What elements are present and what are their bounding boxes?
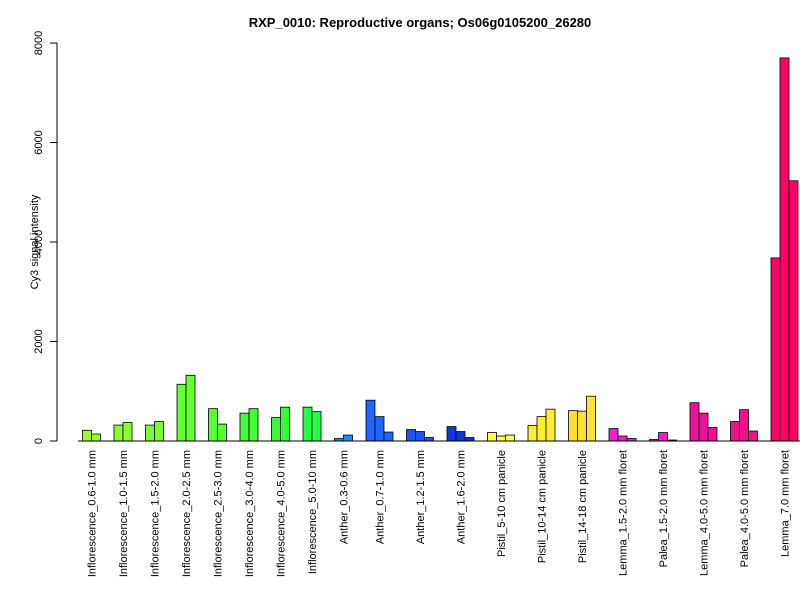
x-category-label: Lemma_1.5-2.0 mm floret xyxy=(618,450,630,576)
bar xyxy=(375,417,384,441)
y-tick-label: 6000 xyxy=(33,130,45,154)
x-category-label: Pistil_10-14 cm panicle xyxy=(537,450,549,563)
bar xyxy=(114,425,123,441)
y-tick-label: 0 xyxy=(33,438,45,444)
x-category-label: Anther_1.6-2.0 mm xyxy=(456,450,468,544)
x-category-label: Palea_1.5-2.0 mm floret xyxy=(658,450,670,567)
bar xyxy=(780,58,789,441)
bar xyxy=(123,423,132,441)
bar xyxy=(186,375,195,441)
bar xyxy=(456,432,465,441)
bar xyxy=(537,417,546,441)
bar xyxy=(488,433,497,441)
bar xyxy=(272,418,281,441)
x-category-label: Inflorescence_1.0-1.5 mm xyxy=(118,450,130,577)
bar xyxy=(618,436,627,441)
bar xyxy=(281,407,290,441)
x-category-label: Anther_0.3-0.6 mm xyxy=(339,450,351,544)
bar xyxy=(609,429,618,441)
bar xyxy=(92,434,101,441)
bar xyxy=(771,258,780,441)
x-category-label: Inflorescence_2.5-3.0 mm xyxy=(213,450,225,577)
bar xyxy=(303,407,312,441)
x-category-label: Inflorescence_0.6-1.0 mm xyxy=(87,450,99,577)
y-tick-label: 4000 xyxy=(33,230,45,254)
bars xyxy=(78,58,800,441)
bar xyxy=(749,431,758,441)
bar xyxy=(240,413,249,441)
x-category-label: Pistil_14-18 cm panicle xyxy=(577,450,589,563)
y-tick-label: 8000 xyxy=(33,31,45,55)
x-category-label: Lemma_7.0 mm floret xyxy=(780,450,792,557)
bar xyxy=(789,181,798,441)
bar xyxy=(209,409,218,441)
x-category-label: Inflorescence_5.0-10 mm xyxy=(307,450,319,574)
bar xyxy=(249,409,258,441)
bar xyxy=(708,428,717,441)
bar xyxy=(659,433,668,441)
bar xyxy=(177,384,186,441)
x-category-label: Palea_4.0-5.0 mm floret xyxy=(739,450,751,567)
x-category-label: Anther_1.2-1.5 mm xyxy=(415,450,427,544)
bar xyxy=(407,430,416,441)
bar xyxy=(312,412,321,441)
x-category-label: Inflorescence_3.0-4.0 mm xyxy=(244,450,256,577)
chart-title: RXP_0010: Reproductive organs; Os06g0105… xyxy=(249,15,592,30)
bar xyxy=(83,430,92,441)
bar xyxy=(731,422,740,441)
bar xyxy=(416,432,425,441)
x-category-label: Inflorescence_1.5-2.0 mm xyxy=(150,450,162,577)
bar xyxy=(690,403,699,441)
bar xyxy=(146,425,155,441)
bar xyxy=(740,410,749,441)
x-category-label: Lemma_4.0-5.0 mm floret xyxy=(699,450,711,576)
bar xyxy=(528,426,537,441)
bar xyxy=(465,438,474,441)
bar xyxy=(578,411,587,441)
x-category-label: Inflorescence_4.0-5.0 mm xyxy=(276,450,288,577)
x-category-label: Pistil_5-10 cm panicle xyxy=(496,450,508,557)
bar xyxy=(447,427,456,441)
bar xyxy=(546,409,555,441)
bar xyxy=(587,396,596,441)
bar xyxy=(425,438,434,441)
x-axis-labels: Inflorescence_0.6-1.0 mm Inflorescence_1.… xyxy=(87,450,800,577)
y-axis: 0 2000 4000 6000 8000 xyxy=(33,31,57,444)
bar xyxy=(699,413,708,441)
bar xyxy=(384,432,393,441)
y-tick-label: 2000 xyxy=(33,329,45,353)
bar xyxy=(569,411,578,441)
bar xyxy=(155,422,164,441)
x-category-label: Inflorescence_2.0-2.5 mm xyxy=(181,450,193,577)
bar xyxy=(506,435,515,441)
bar xyxy=(366,400,375,441)
x-category-label: Anther_0.7-1.0 mm xyxy=(375,450,387,544)
bar xyxy=(497,436,506,441)
bar xyxy=(344,435,353,441)
bar xyxy=(218,424,227,441)
